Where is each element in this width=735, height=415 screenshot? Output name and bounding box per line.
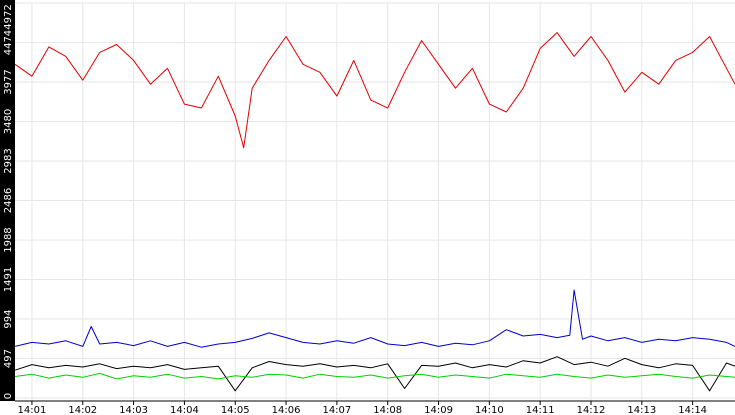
y-tick-label: 4474: [3, 30, 14, 55]
y-tick-label: 2486: [3, 188, 14, 213]
y-tick-label: 0: [3, 393, 14, 399]
x-tick-label: 14:06: [272, 405, 301, 415]
y-tick-label: 497: [3, 349, 14, 368]
y-tick-label: 994: [3, 309, 14, 328]
x-tick-label: 14:09: [424, 405, 453, 415]
x-tick-label: 14:05: [221, 405, 250, 415]
x-tick-label: 14:07: [322, 405, 351, 415]
x-tick-label: 14:10: [475, 405, 504, 415]
x-tick-label: 14:02: [68, 405, 97, 415]
series-line-4: [14, 372, 735, 380]
x-tick-label: 14:08: [373, 405, 402, 415]
x-tick-label: 14:13: [627, 405, 656, 415]
y-tick-label: 1988: [3, 227, 14, 252]
series-line-1: [14, 32, 735, 149]
x-tick-label: 14:11: [526, 405, 555, 415]
x-tick-label: 14:14: [678, 405, 707, 415]
x-tick-label: 14:03: [119, 405, 148, 415]
series-line-3: [14, 356, 735, 392]
y-tick-label: 3977: [3, 69, 14, 94]
x-tick-label: 14:01: [18, 405, 47, 415]
series-lines: [14, 32, 735, 392]
y-tick-label: 3480: [3, 109, 14, 134]
x-tick-label: 14:12: [577, 405, 606, 415]
series-line-2: [14, 289, 735, 348]
y-tick-label: 2983: [3, 148, 14, 173]
y-tick-label: 4972: [3, 4, 14, 29]
x-axis: 14:01 14:02 14:03 14:04 14:05 14:06 14:07 14:08…: [18, 401, 707, 415]
y-tick-label: 1491: [3, 267, 14, 292]
gridlines: [15, 2, 735, 401]
x-tick-label: 14:04: [170, 405, 199, 415]
y-axis-band: [0, 0, 15, 401]
